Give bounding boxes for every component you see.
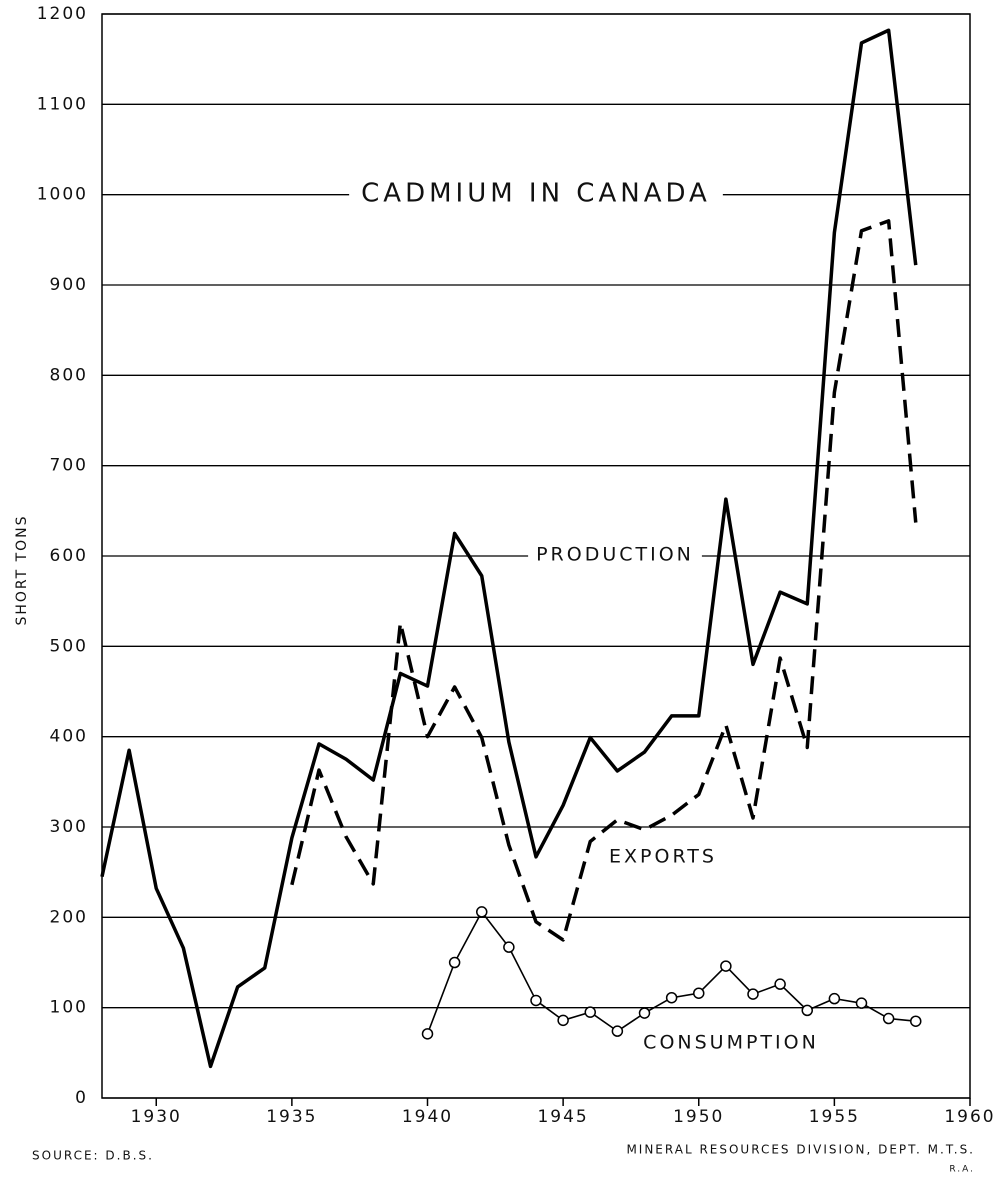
x-tick-label: 1930 xyxy=(131,1107,182,1127)
series-line xyxy=(290,219,918,942)
y-tick-label: 400 xyxy=(50,727,88,747)
y-tick-label: 600 xyxy=(50,546,88,566)
x-tick-label: 1960 xyxy=(944,1107,995,1127)
point xyxy=(557,1014,569,1027)
plot-frame xyxy=(101,13,971,1099)
y-tick-label: 100 xyxy=(50,998,88,1018)
label-bg xyxy=(601,843,725,870)
x-tick-label: 1940 xyxy=(402,1107,453,1127)
point xyxy=(530,994,542,1007)
title-bg xyxy=(349,176,723,211)
point xyxy=(910,1015,922,1027)
x-tick-label: 1950 xyxy=(673,1107,724,1127)
series-label: EXPORTS xyxy=(609,846,717,868)
point xyxy=(828,992,841,1005)
label-bg xyxy=(635,1029,827,1056)
y-tick-label: 1200 xyxy=(37,4,88,24)
y-tick-label: 700 xyxy=(50,456,88,476)
credit: MINERAL RESOURCES DIVISION, DEPT. M.T.S. xyxy=(626,1143,975,1157)
y-tick-label: 1100 xyxy=(37,94,88,114)
point xyxy=(638,1007,651,1019)
y-axis-label: SHORT TONS xyxy=(14,514,30,625)
y-tick-label: 500 xyxy=(50,636,88,656)
point xyxy=(611,1025,624,1037)
initials: R.A. xyxy=(949,1165,975,1175)
point xyxy=(421,1028,434,1040)
point xyxy=(747,988,759,1000)
series-label: PRODUCTION xyxy=(536,544,694,566)
series-label: CONSUMPTION xyxy=(643,1032,819,1054)
y-tick-label: 0 xyxy=(75,1088,88,1108)
point xyxy=(693,987,705,999)
source: SOURCE: D.B.S. xyxy=(32,1149,154,1163)
point xyxy=(774,978,786,990)
series-line xyxy=(100,28,918,1069)
x-tick-label: 1945 xyxy=(537,1107,588,1127)
series-line xyxy=(426,911,916,1035)
point xyxy=(503,941,515,953)
point xyxy=(584,1006,596,1018)
point xyxy=(665,991,678,1004)
point xyxy=(855,997,868,1009)
y-tick-label: 900 xyxy=(50,275,88,295)
y-tick-label: 800 xyxy=(50,365,88,385)
point xyxy=(801,1004,813,1017)
point xyxy=(448,956,461,969)
chart-title: CADMIUM IN CANADA xyxy=(361,179,711,209)
label-bg xyxy=(528,541,702,568)
point xyxy=(476,906,488,918)
x-tick-label: 1935 xyxy=(266,1107,317,1127)
point xyxy=(720,960,732,972)
y-tick-label: 200 xyxy=(50,907,88,927)
x-tick-label: 1955 xyxy=(809,1107,860,1127)
y-tick-label: 300 xyxy=(50,817,88,837)
y-tick-label: 1000 xyxy=(37,185,88,205)
point xyxy=(882,1012,895,1025)
